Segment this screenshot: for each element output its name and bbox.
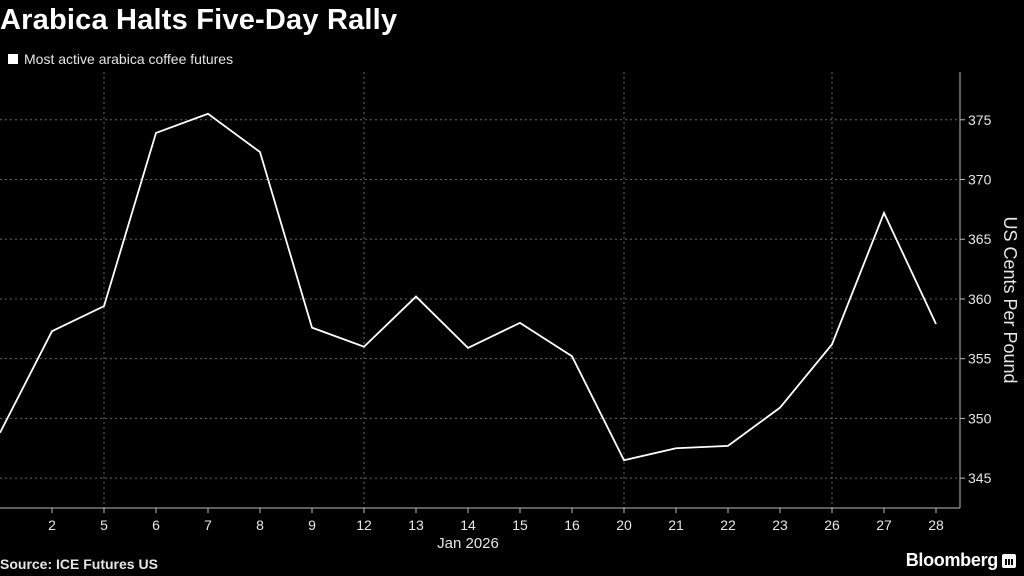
legend-label: Most active arabica coffee futures <box>24 51 234 67</box>
x-tick-label: 21 <box>668 517 684 533</box>
x-tick-label: 12 <box>356 517 372 533</box>
y-tick-label: 370 <box>968 172 992 188</box>
x-tick-label: 23 <box>772 517 788 533</box>
x-tick-label: 22 <box>720 517 736 533</box>
x-tick-label: 14 <box>460 517 476 533</box>
y-tick-label: 350 <box>968 410 992 426</box>
x-tick-label: 6 <box>152 517 160 533</box>
x-tick-label: 9 <box>308 517 316 533</box>
x-tick-label: 13 <box>408 517 424 533</box>
brand-name: Bloomberg <box>905 550 999 570</box>
legend-swatch <box>8 54 18 64</box>
x-tick-label: 16 <box>564 517 580 533</box>
x-tick-label: 20 <box>616 517 632 533</box>
source-note: Source: ICE Futures US <box>0 556 158 572</box>
x-tick-label: 26 <box>824 517 840 533</box>
y-tick-label: 355 <box>968 351 992 367</box>
y-axis-label: US Cents Per Pound <box>1000 216 1020 383</box>
x-tick-label: 2 <box>48 517 56 533</box>
x-tick-label: 8 <box>256 517 264 533</box>
series-line <box>0 112 937 462</box>
y-tick-label: 360 <box>968 291 992 307</box>
x-tick-label: 15 <box>512 517 528 533</box>
x-tick-label: 5 <box>100 517 108 533</box>
x-tick-label: 7 <box>204 517 212 533</box>
brand-logo: Bloomberg <box>906 550 1016 571</box>
bar-chart-icon <box>1002 553 1016 568</box>
y-tick-label: 365 <box>968 231 992 247</box>
x-tick-label: 28 <box>928 517 944 533</box>
y-tick-label: 345 <box>968 470 992 486</box>
chart-legend: Most active arabica coffee futures <box>8 51 233 67</box>
y-tick-label: 375 <box>968 112 992 128</box>
x-tick-label: 27 <box>876 517 892 533</box>
x-axis-label: Jan 2026 <box>437 535 499 552</box>
chart-title: Arabica Halts Five-Day Rally <box>0 4 398 36</box>
